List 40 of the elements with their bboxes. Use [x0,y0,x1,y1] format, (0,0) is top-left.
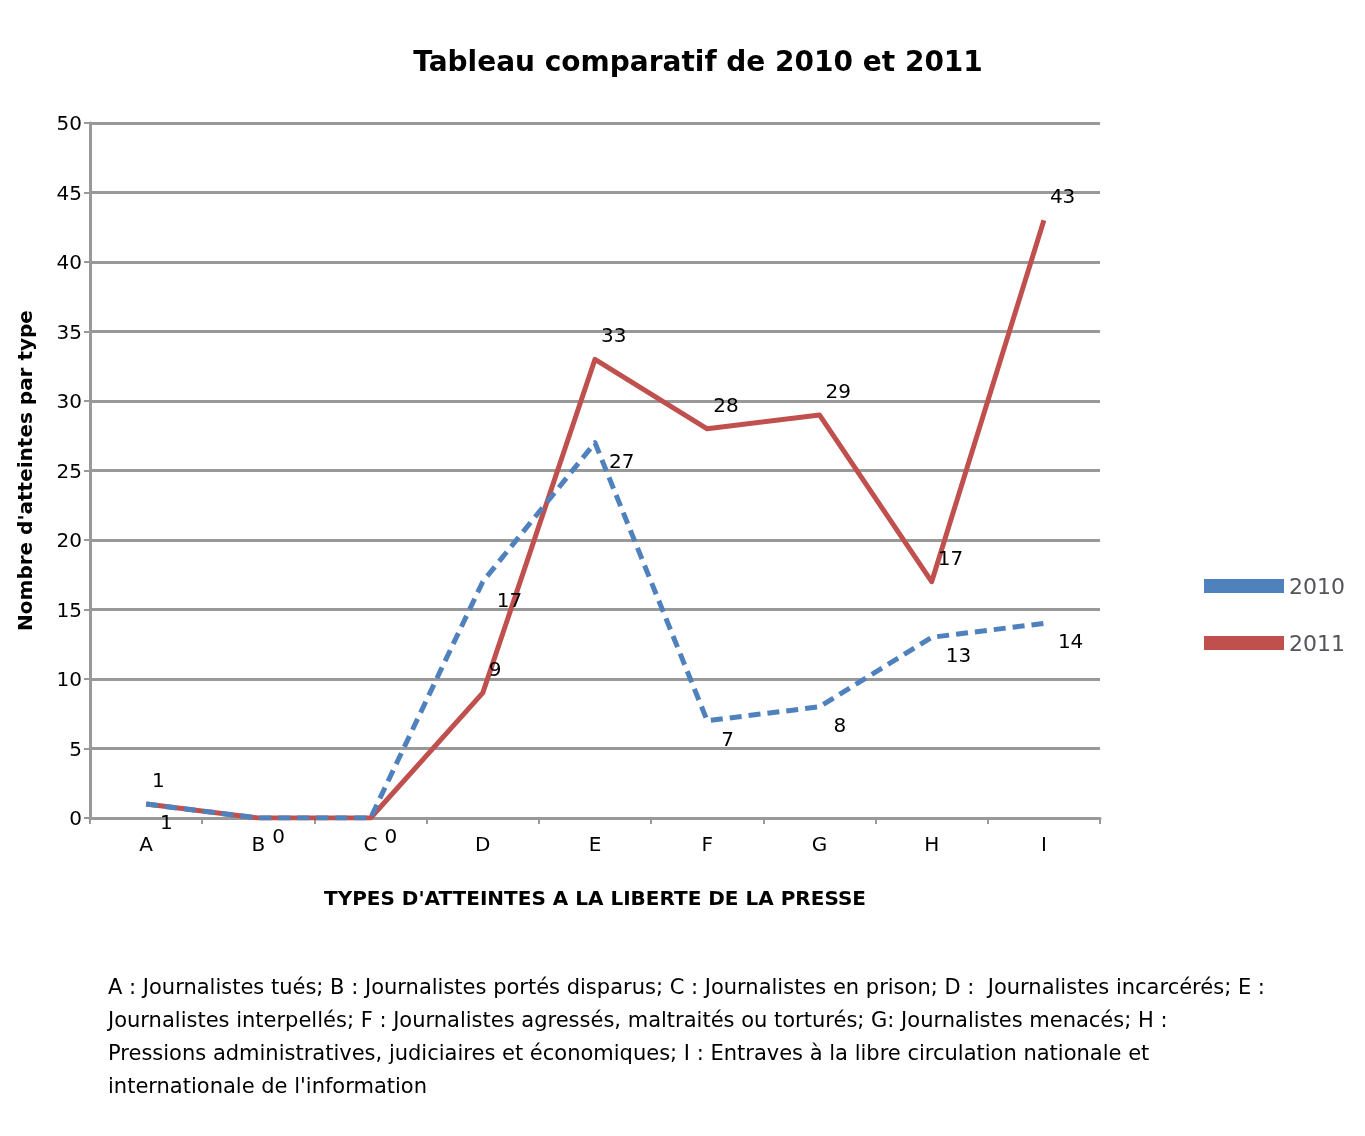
y-tick-label: 35 [56,319,82,344]
data-label: 27 [609,448,635,473]
x-tick-label: G [811,832,828,856]
legend-label: 2010 [1289,573,1346,599]
data-label: 33 [601,323,627,348]
data-label: 17 [937,545,964,570]
data-label: 0 [384,824,398,848]
data-label: 0 [272,824,286,848]
data-label: 43 [1049,184,1076,209]
data-label: 28 [713,392,739,417]
x-tick-label: H [924,832,940,856]
legend-label: 2011 [1289,630,1346,656]
y-axis-title: Nombre d'atteintes par type [13,310,37,631]
y-tick-label: 0 [69,806,82,830]
chart-title: Tableau comparatif de 2010 et 2011 [413,44,983,78]
y-tick-label: 15 [56,597,82,622]
x-tick-label: F [701,832,713,856]
data-label: 14 [1057,629,1084,654]
y-tick-label: 10 [56,667,82,691]
data-label: 1 [160,810,173,835]
x-tick-label: I [1040,832,1047,856]
data-label: 1 [152,768,165,793]
data-label: 29 [825,378,851,403]
data-label: 7 [721,726,734,751]
x-tick-label: E [588,832,602,856]
y-tick-label: 5 [69,736,82,761]
text: A : Journalistes tués; B : Journalistes portés disparus; C : Journalistes en prison; D : Journalistes incarcérés; E : Journalistes interpellés; F : Journalistes agressés, maltraités ou torturés; G: Journalistes menacés; H : Pressions administratives, judiciaires et économiques; I : Entraves à la libre circulation nationale et internationale de l'information [106,974,1272,1098]
y-tick-label: 40 [56,250,82,274]
x-tick-label: C [363,832,378,856]
x-tick-label: D [475,832,491,856]
x-tick-label: B [251,832,266,856]
x-axis-title: TYPES D'ATTEINTES A LA LIBERTE DE LA PRESSE [324,886,866,910]
y-tick-label: 20 [56,528,82,552]
y-tick-label: 45 [56,180,82,205]
data-label: 13 [945,643,972,668]
y-tick-label: 50 [56,111,82,135]
y-tick-label: 30 [56,389,82,413]
y-tick-label: 25 [56,458,82,483]
data-label: 8 [833,712,847,737]
x-tick-label: A [139,832,154,856]
